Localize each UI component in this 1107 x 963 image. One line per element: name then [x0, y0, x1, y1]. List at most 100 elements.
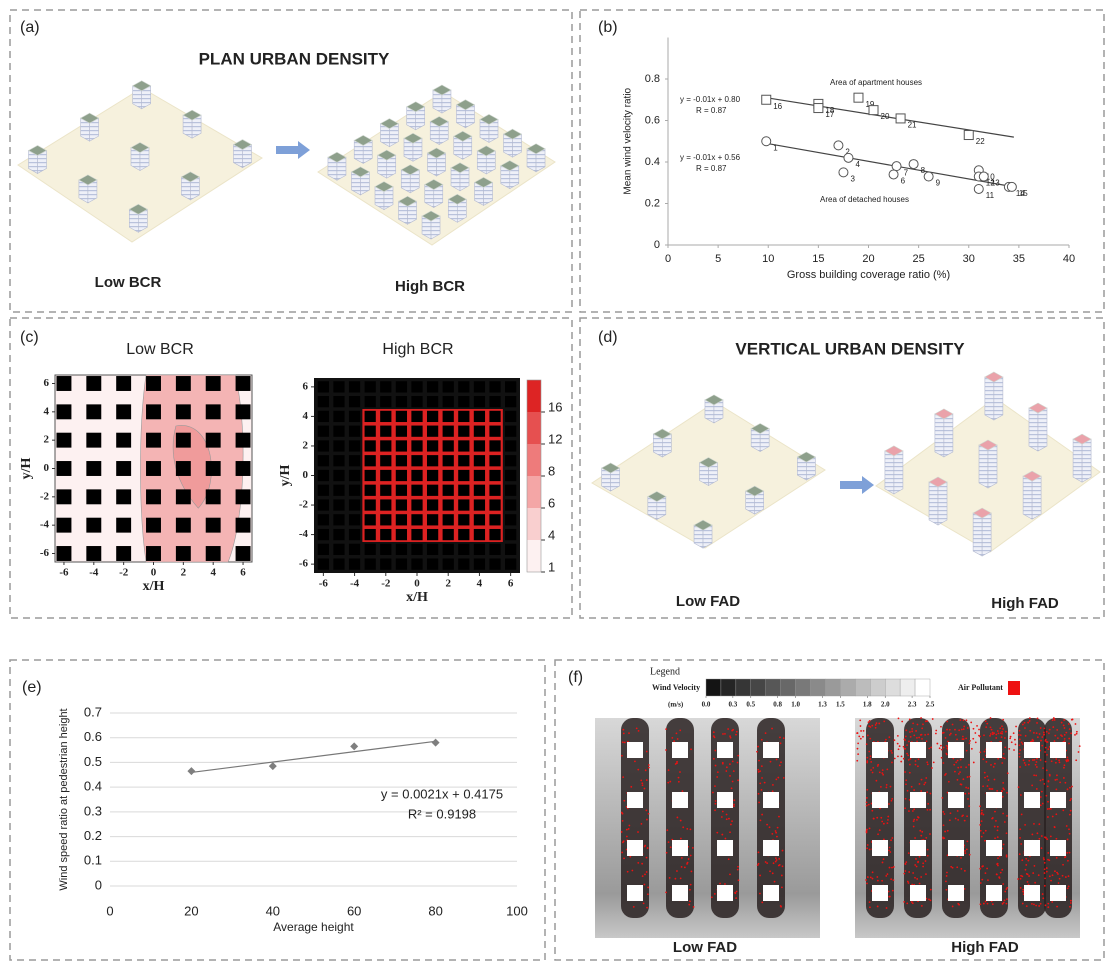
pollutant-dot	[1058, 882, 1060, 884]
pollutant-dot	[859, 719, 861, 721]
pollutant-dot	[909, 772, 911, 774]
building-footprint	[333, 559, 344, 570]
pollutant-dot	[1064, 727, 1066, 729]
pollutant-dot	[963, 726, 965, 728]
velocity-label: 0.8	[773, 701, 782, 709]
x-tick-label: 30	[963, 253, 975, 265]
pollutant-dot	[1055, 758, 1057, 760]
pollutant-dot	[1056, 838, 1058, 840]
building-footprint	[56, 376, 71, 391]
building-footprint	[474, 381, 485, 392]
building-block	[717, 792, 733, 808]
pollutant-dot	[905, 779, 907, 781]
pollutant-dot	[1019, 837, 1021, 839]
pollutant-dot	[772, 790, 774, 792]
x-axis-label: Gross building coverage ratio (%)	[787, 269, 950, 281]
pollutant-dot	[905, 798, 907, 800]
pollutant-dot	[984, 751, 986, 753]
pollutant-dot	[1020, 843, 1022, 845]
building-footprint	[56, 404, 71, 419]
pollutant-dot	[631, 870, 633, 872]
pollutant-dot	[964, 850, 966, 852]
pollutant-dot	[882, 769, 884, 771]
building	[430, 117, 448, 145]
pollutant-dot	[1045, 739, 1047, 741]
pollutant-dot	[866, 797, 868, 799]
pollutant-dot	[1024, 727, 1026, 729]
pollutant-dot	[891, 800, 893, 802]
building	[79, 175, 97, 203]
pollutant-dot	[725, 838, 727, 840]
pollutant-dot	[892, 890, 894, 892]
pollutant-dot	[1076, 731, 1078, 733]
pollutant-dot	[688, 904, 690, 906]
pollutant-dot	[1041, 791, 1043, 793]
pollutant-dot	[890, 750, 892, 752]
building-footprint	[365, 559, 376, 570]
building-footprint	[333, 426, 344, 437]
pollutant-dot	[985, 726, 987, 728]
building-footprint	[176, 376, 191, 391]
building-block	[986, 742, 1002, 758]
building-footprint	[206, 546, 221, 561]
pollutant-dot	[782, 850, 784, 852]
pollutant-dot	[966, 719, 968, 721]
building	[428, 148, 446, 176]
pollutant-dot	[891, 867, 893, 869]
pollutant-dot	[1054, 779, 1056, 781]
building	[378, 150, 396, 178]
pollutant-dot	[905, 783, 907, 785]
building-footprint	[443, 485, 454, 496]
y-tick-label: -2	[299, 499, 309, 511]
pollutant-dot	[1004, 757, 1006, 759]
velocity-swatch	[706, 679, 721, 696]
x-tick-label: 20	[862, 253, 874, 265]
pollutant-dot	[904, 870, 906, 872]
pollutant-dot	[997, 826, 999, 828]
pollutant-dot	[1062, 864, 1064, 866]
building	[935, 409, 953, 457]
building-footprint	[474, 426, 485, 437]
point-label: 15	[1019, 189, 1028, 198]
building-footprint	[318, 381, 329, 392]
pollutant-dot	[676, 817, 678, 819]
x-tick-label: 6	[240, 567, 246, 579]
pollutant-dot	[647, 893, 649, 895]
pollutant-dot	[927, 855, 929, 857]
pollutant-dot	[912, 722, 914, 724]
pollutant-dot	[690, 748, 692, 750]
pollutant-dot	[1001, 736, 1003, 738]
pollutant-dot	[1019, 766, 1021, 768]
building-block	[672, 840, 688, 856]
building	[973, 508, 991, 556]
pollutant-dot	[714, 809, 716, 811]
pollutant-dot	[722, 811, 724, 813]
building-footprint	[427, 411, 438, 422]
pollutant-dot	[646, 871, 648, 873]
pollutant-dot	[1051, 901, 1053, 903]
pollutant-dot	[913, 820, 915, 822]
building-side	[973, 513, 982, 556]
building-side	[1082, 439, 1091, 482]
pollutant-dot	[1023, 759, 1025, 761]
pollutant-dot	[995, 737, 997, 739]
building-footprint	[396, 470, 407, 481]
building-footprint	[365, 455, 376, 466]
pollutant-dot	[646, 907, 648, 909]
pollutant-dot	[676, 732, 678, 734]
colorbar-label: 1	[548, 559, 555, 574]
pollutant-dot	[623, 733, 625, 735]
pollutant-dot	[1041, 847, 1043, 849]
pollutant-dot	[644, 874, 646, 876]
pollutant-dot	[910, 758, 912, 760]
pollutant-dot	[733, 804, 735, 806]
building-block	[1024, 840, 1040, 856]
pollutant-dot	[881, 821, 883, 823]
pollutant-dot	[920, 876, 922, 878]
x-tick-label: 40	[266, 903, 280, 918]
building-footprint	[349, 499, 360, 510]
pollutant-dot	[1056, 729, 1058, 731]
x-tick-label: 25	[913, 253, 925, 265]
pollutant-dot	[981, 820, 983, 822]
pollutant-dot	[627, 871, 629, 873]
